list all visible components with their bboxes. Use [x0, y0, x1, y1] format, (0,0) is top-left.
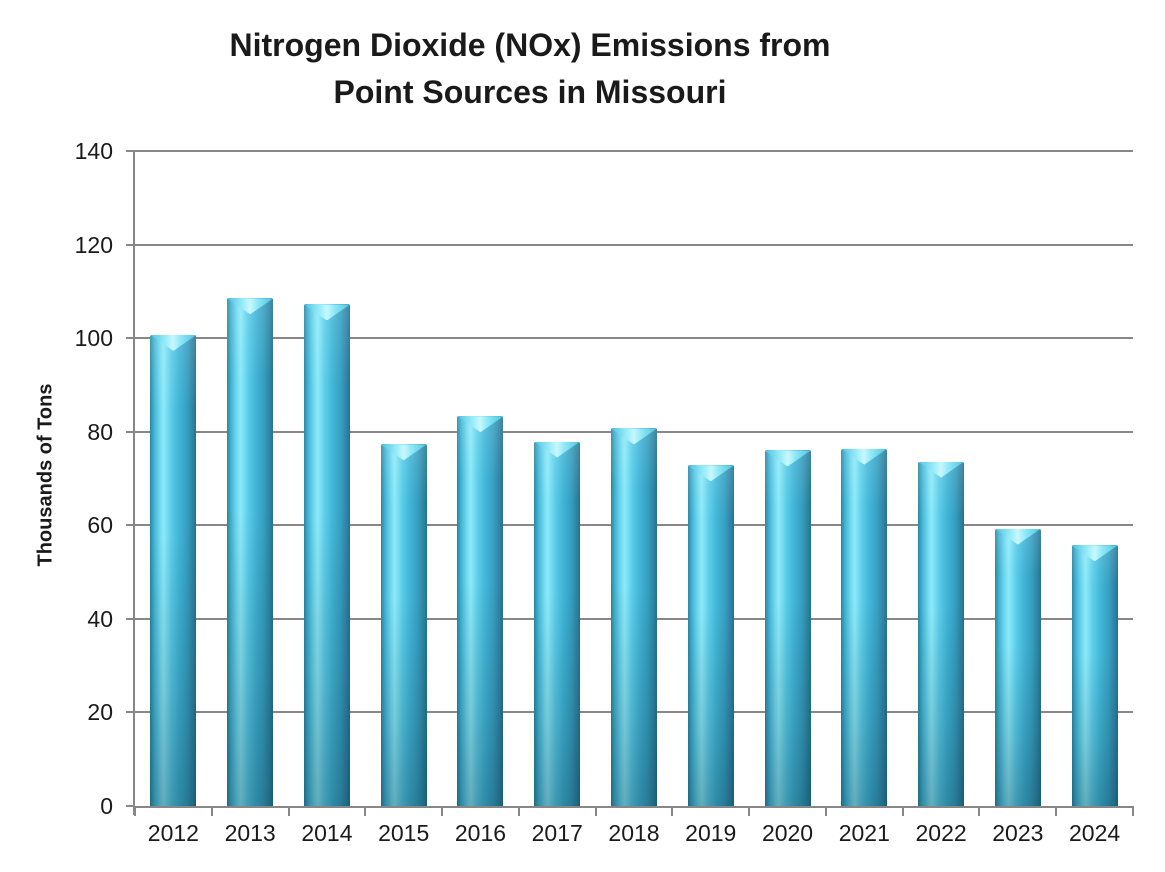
- y-tick-60: [126, 524, 135, 527]
- x-tick-12: [1055, 806, 1058, 816]
- x-label-2020: 2020: [761, 820, 814, 846]
- y-tick-80: [126, 430, 135, 433]
- x-tick-0: [134, 806, 136, 816]
- x-tick-3: [364, 806, 367, 816]
- y-tick-label-100: 100: [74, 325, 113, 352]
- x-axis-line: [133, 806, 1133, 808]
- x-tick-11: [978, 806, 981, 816]
- y-tick-label-120: 120: [74, 231, 113, 258]
- y-tick-label-80: 80: [87, 418, 113, 445]
- x-label-2019: 2019: [685, 820, 737, 846]
- gridline-140: [135, 150, 1133, 152]
- x-label-2015: 2015: [378, 820, 430, 846]
- chart-title: Nitrogen Dioxide (NOx) Emissions from Po…: [60, 22, 1000, 116]
- bar-2020: [764, 450, 811, 806]
- x-label-2017: 2017: [531, 820, 583, 846]
- bar-2021: [841, 448, 888, 806]
- x-tick-7: [671, 806, 674, 816]
- x-tick-5: [517, 806, 520, 816]
- bar-2018: [611, 428, 657, 806]
- x-tick-4: [441, 806, 444, 816]
- gridline-100: [135, 337, 1133, 340]
- x-label-2016: 2016: [454, 820, 507, 846]
- x-label-2018: 2018: [608, 820, 660, 846]
- plot-area: 2012 2013 2014 2015 2016 2017 2018 2019 2020 2021…: [126, 150, 1134, 846]
- x-tick-1: [210, 806, 213, 816]
- gridline-120: [135, 243, 1133, 246]
- x-label-2023: 2023: [992, 820, 1044, 846]
- x-label-2013: 2013: [224, 820, 276, 846]
- x-tick-2: [287, 806, 290, 816]
- x-tick-6: [594, 806, 597, 816]
- y-tick-label-140: 140: [74, 138, 113, 164]
- x-label-2024: 2024: [1069, 820, 1121, 846]
- y-tick-label-40: 40: [87, 605, 113, 632]
- chart-title-line1: Nitrogen Dioxide (NOx) Emissions from: [229, 27, 831, 63]
- y-tick-label-60: 60: [87, 512, 113, 539]
- chart-title-line2: Point Sources in Missouri: [333, 74, 727, 110]
- x-label-2021: 2021: [838, 820, 890, 846]
- x-tick-8: [748, 806, 751, 816]
- bar-2014: [303, 304, 350, 806]
- y-tick-100: [126, 337, 135, 340]
- y-axis-line: [133, 150, 135, 815]
- y-tick-140: [126, 150, 135, 152]
- bar-2017: [534, 441, 581, 806]
- bar-2013: [227, 298, 274, 806]
- y-tick-0: [126, 805, 135, 807]
- y-tick-120: [126, 243, 135, 246]
- x-tick-13: [1132, 806, 1134, 816]
- bar-2022: [918, 461, 965, 806]
- x-label-2012: 2012: [147, 820, 199, 846]
- y-tick-20: [126, 711, 135, 714]
- bar-2015: [380, 444, 427, 806]
- x-tick-10: [901, 806, 904, 816]
- bar-2023: [994, 528, 1041, 806]
- x-label-2022: 2022: [915, 820, 967, 846]
- bar-2016: [457, 416, 504, 806]
- x-tick-9: [824, 806, 827, 816]
- bar-2019: [687, 465, 734, 806]
- bar-2024: [1071, 545, 1118, 806]
- y-tick-40: [126, 617, 135, 620]
- bar-2012: [150, 334, 197, 806]
- y-axis-tick-labels: 0 20 40 60 80 100 120 140: [0, 138, 113, 819]
- y-tick-label-20: 20: [87, 699, 113, 726]
- x-label-2014: 2014: [301, 820, 353, 846]
- y-tick-label-0: 0: [100, 793, 113, 819]
